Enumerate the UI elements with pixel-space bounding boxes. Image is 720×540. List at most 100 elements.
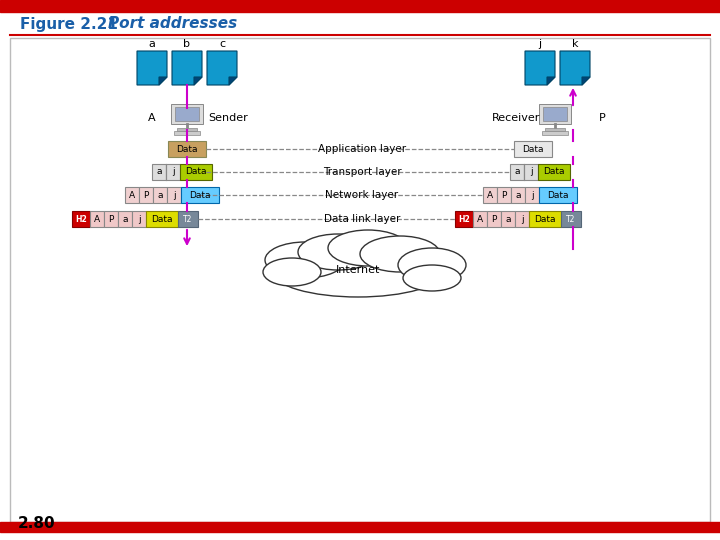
Text: Data: Data [151, 214, 173, 224]
FancyBboxPatch shape [487, 211, 501, 227]
Text: a: a [148, 39, 156, 49]
FancyBboxPatch shape [515, 211, 529, 227]
Ellipse shape [273, 247, 443, 297]
Ellipse shape [403, 265, 461, 291]
Text: P: P [491, 214, 497, 224]
Polygon shape [137, 51, 167, 85]
FancyBboxPatch shape [510, 164, 524, 180]
FancyBboxPatch shape [543, 107, 567, 121]
Text: Data: Data [522, 145, 544, 153]
Text: j: j [530, 167, 532, 177]
Text: P: P [501, 191, 507, 199]
FancyBboxPatch shape [561, 211, 581, 227]
Text: j: j [138, 214, 140, 224]
FancyBboxPatch shape [180, 164, 212, 180]
Text: Network layer: Network layer [325, 190, 399, 200]
FancyBboxPatch shape [178, 211, 198, 227]
FancyBboxPatch shape [525, 187, 539, 203]
Text: j: j [531, 191, 534, 199]
Bar [10, 38, 710, 522]
Text: Receiver: Receiver [492, 113, 540, 123]
Polygon shape [172, 51, 202, 85]
Text: P: P [598, 113, 606, 123]
Text: 2.80: 2.80 [18, 516, 55, 531]
FancyBboxPatch shape [166, 164, 180, 180]
Polygon shape [525, 51, 555, 85]
FancyBboxPatch shape [118, 211, 132, 227]
Ellipse shape [265, 242, 345, 278]
FancyBboxPatch shape [514, 141, 552, 157]
Ellipse shape [398, 248, 466, 282]
Text: j: j [521, 214, 523, 224]
Text: Data: Data [547, 191, 569, 199]
FancyBboxPatch shape [483, 187, 497, 203]
Text: a: a [157, 191, 163, 199]
Text: Port addresses: Port addresses [108, 17, 238, 31]
Text: T2: T2 [184, 214, 193, 224]
FancyBboxPatch shape [511, 187, 525, 203]
Text: j: j [173, 191, 175, 199]
FancyBboxPatch shape [139, 187, 153, 203]
FancyBboxPatch shape [90, 211, 104, 227]
FancyBboxPatch shape [168, 141, 206, 157]
Text: a: a [122, 214, 127, 224]
Polygon shape [194, 77, 202, 85]
Polygon shape [547, 77, 555, 85]
Text: H2: H2 [458, 214, 470, 224]
FancyBboxPatch shape [72, 211, 90, 227]
Text: P: P [108, 214, 114, 224]
Text: Transport layer: Transport layer [323, 167, 401, 177]
Text: Data: Data [534, 214, 556, 224]
Text: a: a [514, 167, 520, 177]
FancyBboxPatch shape [146, 211, 178, 227]
Text: k: k [572, 39, 578, 49]
Text: H2: H2 [75, 214, 87, 224]
FancyBboxPatch shape [455, 211, 473, 227]
Text: A: A [148, 113, 156, 123]
FancyBboxPatch shape [174, 131, 200, 135]
Text: Figure 2.21: Figure 2.21 [20, 17, 118, 31]
Text: A: A [94, 214, 100, 224]
Polygon shape [560, 51, 590, 85]
Text: Data: Data [189, 191, 211, 199]
FancyBboxPatch shape [153, 187, 167, 203]
FancyBboxPatch shape [177, 128, 197, 131]
FancyBboxPatch shape [524, 164, 538, 180]
Text: Data link layer: Data link layer [324, 214, 400, 224]
Text: A: A [487, 191, 493, 199]
FancyBboxPatch shape [497, 187, 511, 203]
Text: Data: Data [185, 167, 207, 177]
Bar [0, 0, 720, 12]
Text: a: a [505, 214, 510, 224]
Ellipse shape [328, 230, 408, 266]
FancyBboxPatch shape [538, 164, 570, 180]
Text: c: c [219, 39, 225, 49]
FancyBboxPatch shape [545, 128, 565, 131]
Bar [0, 522, 720, 532]
Text: a: a [156, 167, 162, 177]
FancyBboxPatch shape [167, 187, 181, 203]
Polygon shape [207, 51, 237, 85]
FancyBboxPatch shape [501, 211, 515, 227]
Polygon shape [582, 77, 590, 85]
Text: a: a [516, 191, 521, 199]
Ellipse shape [263, 258, 321, 286]
FancyBboxPatch shape [171, 104, 203, 124]
Text: T2: T2 [567, 214, 576, 224]
FancyBboxPatch shape [529, 211, 561, 227]
Ellipse shape [360, 236, 440, 272]
FancyBboxPatch shape [473, 211, 487, 227]
Text: A: A [477, 214, 483, 224]
FancyBboxPatch shape [181, 187, 219, 203]
Text: P: P [143, 191, 149, 199]
FancyBboxPatch shape [542, 131, 568, 135]
FancyBboxPatch shape [125, 187, 139, 203]
Text: Data: Data [544, 167, 564, 177]
FancyBboxPatch shape [539, 104, 571, 124]
Polygon shape [159, 77, 167, 85]
Text: Application layer: Application layer [318, 144, 406, 154]
FancyBboxPatch shape [104, 211, 118, 227]
FancyBboxPatch shape [175, 107, 199, 121]
Text: j: j [171, 167, 174, 177]
FancyBboxPatch shape [152, 164, 166, 180]
